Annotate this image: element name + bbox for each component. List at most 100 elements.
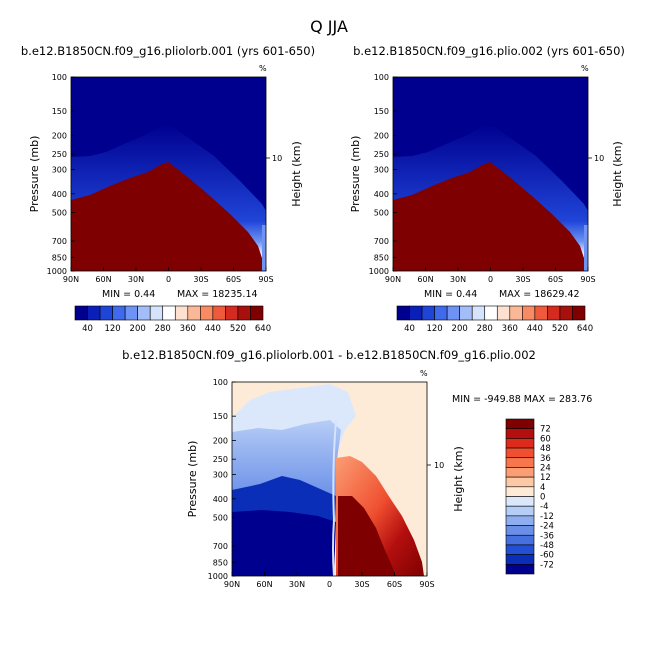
- colorbar-label: 40: [82, 324, 93, 334]
- panel-1-y-label: Pressure (mb): [28, 136, 41, 213]
- y-tick-label: 100: [52, 73, 67, 82]
- panel-3-y-ticks: 100 150 200 250 300 400 500 700 850 1000: [208, 378, 236, 581]
- colorbar-label: 120: [426, 324, 442, 334]
- panel-1-units: %: [259, 64, 267, 73]
- colorbar-swatch: [446, 305, 460, 321]
- colorbar-swatch: [74, 305, 88, 321]
- colorbar-swatch: [124, 305, 138, 321]
- colorbar-swatch: [421, 305, 435, 321]
- y-tick-label: 1000: [208, 572, 228, 581]
- y-tick-label: 500: [374, 209, 389, 218]
- y-tick-label: 850: [213, 558, 228, 567]
- colorbar-swatch: [212, 305, 226, 321]
- panel-3-y-label: Pressure (mb): [186, 441, 199, 518]
- panel-3-stats: MIN = -949.88 MAX = 283.76: [452, 394, 592, 405]
- panel-1: b.e12.B1850CN.f09_g16.pliolorb.001 (yrs …: [21, 44, 315, 334]
- panel-1-right-tick: 10: [272, 154, 282, 163]
- x-tick-label: 0: [166, 275, 171, 284]
- colorbar-label: 4: [540, 483, 545, 493]
- y-tick-label: 150: [374, 107, 389, 116]
- colorbar-swatch: [471, 305, 486, 321]
- panel-2-max: MAX = 18629.42: [499, 289, 580, 300]
- x-tick-label: 90N: [63, 275, 79, 284]
- colorbar-swatch: [505, 467, 535, 478]
- y-tick-label: 250: [374, 150, 389, 159]
- panel-1-title: b.e12.B1850CN.f09_g16.pliolorb.001 (yrs …: [21, 44, 315, 58]
- x-tick-label: 0: [327, 580, 332, 589]
- y-tick-label: 400: [374, 190, 389, 199]
- colorbar-swatch: [174, 305, 189, 321]
- panel-2-field-edge: [584, 225, 588, 271]
- colorbar-label: 72: [540, 425, 551, 435]
- figure-title: Q JJA: [310, 17, 348, 36]
- panel-1-y-ticks: 100 150 200 250 300 400 500 700 850 1000: [47, 73, 75, 276]
- colorbar-swatch: [99, 305, 113, 321]
- colorbar-swatch: [505, 457, 535, 468]
- x-tick-label: 60S: [226, 275, 241, 284]
- colorbar-swatch: [87, 305, 101, 321]
- y-tick-label: 400: [52, 190, 67, 199]
- colorbar-label: 520: [230, 324, 246, 334]
- panel-3-field: [232, 382, 427, 577]
- panel-1-min: MIN = 0.44: [102, 289, 155, 300]
- colorbar-swatch: [396, 305, 410, 321]
- colorbar-swatch: [572, 305, 586, 321]
- colorbar-label: -60: [540, 551, 554, 561]
- colorbar-label: 12: [540, 473, 551, 483]
- colorbar-label: 200: [130, 324, 146, 334]
- colorbar-label: 200: [452, 324, 468, 334]
- colorbar-swatch: [112, 305, 126, 321]
- x-tick-label: 30N: [128, 275, 144, 284]
- y-tick-label: 700: [213, 542, 228, 551]
- x-tick-label: 0: [488, 275, 493, 284]
- colorbar-swatch: [496, 305, 511, 321]
- colorbar-swatch: [505, 438, 535, 449]
- panel-3-right-label: Height (km): [452, 446, 465, 512]
- colorbar-swatch: [250, 305, 264, 321]
- colorbar-swatch: [409, 305, 423, 321]
- y-tick-label: 700: [374, 237, 389, 246]
- y-tick-label: 150: [52, 107, 67, 116]
- x-tick-label: 90S: [419, 580, 434, 589]
- panel-1-max: MAX = 18235.14: [177, 289, 258, 300]
- colorbar-label: 40: [404, 324, 415, 334]
- colorbar-label: -4: [540, 502, 548, 512]
- colorbar-label: 36: [540, 454, 551, 464]
- panel-3-units: %: [420, 369, 428, 378]
- y-tick-label: 500: [213, 514, 228, 523]
- panel-1-x-ticks: 90N 60N 30N 0 30S 60S 90S: [63, 267, 274, 284]
- x-tick-label: 60N: [95, 275, 111, 284]
- colorbar-swatch: [559, 305, 573, 321]
- colorbar-swatch: [162, 305, 176, 321]
- panel-3-moist-core: [338, 496, 396, 576]
- x-tick-label: 90N: [385, 275, 401, 284]
- panel-2-units: %: [581, 64, 589, 73]
- colorbar-label: 360: [502, 324, 518, 334]
- y-tick-label: 1000: [47, 267, 67, 276]
- y-tick-label: 250: [52, 150, 67, 159]
- panel-2: b.e12.B1850CN.f09_g16.plio.002 (yrs 601-…: [349, 44, 625, 334]
- x-tick-label: 90S: [258, 275, 273, 284]
- colorbar-swatch: [505, 476, 535, 488]
- panel-2-colorbar: 40 120 200 280 360 440 520 640: [396, 305, 593, 334]
- panel-2-title: b.e12.B1850CN.f09_g16.plio.002 (yrs 601-…: [353, 44, 625, 58]
- colorbar-swatch: [505, 564, 535, 575]
- colorbar-swatch: [505, 428, 535, 439]
- x-tick-label: 60N: [256, 580, 272, 589]
- x-tick-label: 90N: [224, 580, 240, 589]
- panel-2-right-label: Height (km): [611, 141, 624, 207]
- panel-2-moist-core: [393, 162, 584, 271]
- colorbar-label: 360: [180, 324, 196, 334]
- colorbar-swatch: [200, 305, 214, 321]
- y-tick-label: 250: [213, 455, 228, 464]
- colorbar-swatch: [505, 447, 535, 459]
- x-tick-label: 30N: [289, 580, 305, 589]
- x-tick-label: 30S: [354, 580, 369, 589]
- colorbar-swatch: [187, 305, 201, 321]
- colorbar-label: 48: [540, 444, 551, 454]
- colorbar-label: -12: [540, 512, 554, 522]
- y-tick-label: 300: [52, 166, 67, 175]
- colorbar-swatch: [505, 496, 535, 507]
